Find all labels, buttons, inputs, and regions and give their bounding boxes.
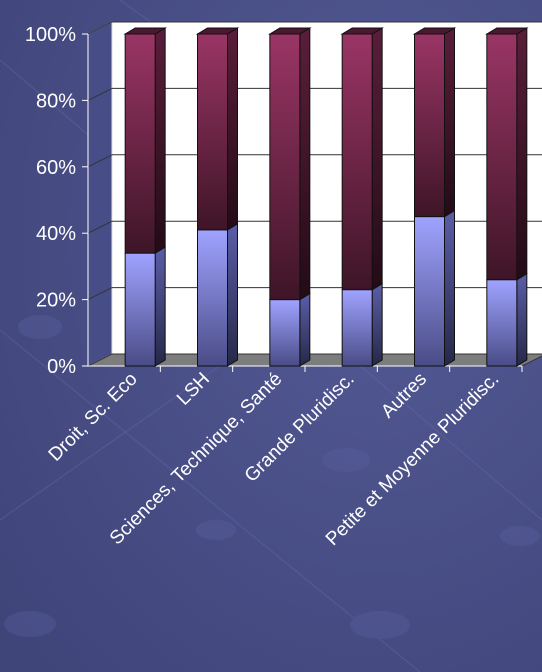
bar-front (414, 33, 445, 218)
bar-top (268, 27, 312, 35)
bar-top (485, 27, 529, 35)
bar-front (341, 289, 373, 367)
bar-segment (195, 27, 240, 231)
bar-top (195, 27, 240, 35)
bar-front (486, 33, 518, 281)
bar-segment (124, 246, 166, 367)
bar-side (154, 246, 166, 367)
bar-side (371, 27, 383, 291)
bar-side (227, 27, 238, 231)
bar-side (444, 27, 455, 218)
y-tick-label: 0% (47, 356, 76, 378)
bar-front (124, 252, 156, 367)
bar-front (124, 33, 156, 254)
bar-front (269, 33, 301, 301)
bar-side (516, 272, 528, 367)
bar-top (123, 27, 167, 35)
bar-segment (197, 222, 238, 367)
bar-top (412, 27, 457, 35)
bar-side (299, 292, 311, 367)
bar-side (371, 282, 383, 367)
bar-side (227, 222, 238, 367)
bar-front (197, 229, 228, 367)
gridline-side (87, 87, 113, 101)
bar-front (414, 216, 445, 367)
gridline-side (87, 154, 113, 168)
bar-side (299, 27, 311, 301)
bar-front (269, 299, 301, 367)
bar-segment (268, 27, 312, 301)
bar-side (154, 27, 166, 255)
y-tick-label: 60% (36, 157, 76, 179)
bar-segment (414, 209, 455, 367)
gridline-side (87, 21, 113, 35)
bar-segment (340, 27, 384, 291)
y-tick-label: 20% (36, 290, 76, 312)
y-tick-label: 80% (36, 90, 76, 112)
bar-front (486, 279, 518, 367)
bar-front (197, 33, 228, 231)
gridline-side (87, 220, 113, 234)
y-tick-label: 100% (25, 24, 76, 46)
bars (123, 27, 529, 367)
bar-segment (341, 282, 383, 367)
y-tick-label: 40% (36, 223, 76, 245)
bar-top (340, 27, 384, 35)
bar-segment (123, 27, 167, 255)
gridline-side (87, 287, 113, 301)
side-wall (87, 21, 113, 367)
bar-side (444, 209, 455, 367)
bar-side (516, 27, 528, 281)
back-wall (111, 21, 542, 355)
bar-segment (269, 292, 311, 367)
bar-front (341, 33, 373, 291)
bar-segment (485, 27, 529, 281)
bar-segment (412, 27, 457, 218)
bar-segment (486, 272, 528, 367)
